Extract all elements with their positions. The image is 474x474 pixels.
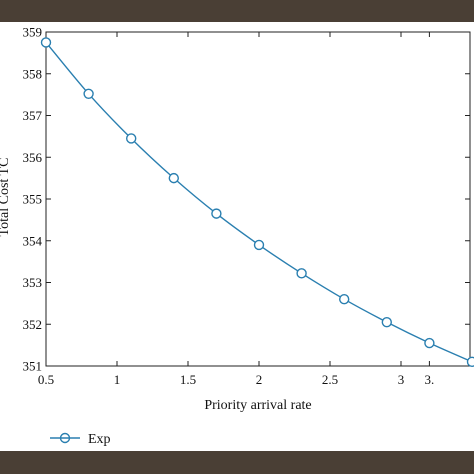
data-point [424,337,435,349]
legend: Exp [50,432,111,447]
y-axis-ticks: 351 352 353 354 355 356 357 358 359 [23,25,470,374]
plot-area-frame [45,31,471,367]
y-tick-label: 357 [23,108,43,123]
data-point [339,294,350,305]
y-tick-label: 352 [23,317,43,332]
y-tick-label: 358 [23,66,43,81]
chart-panel [0,22,474,451]
y-tick-label: 353 [23,275,43,290]
data-point [253,239,265,251]
y-tick-label: 359 [23,25,43,40]
data-point [381,316,392,328]
x-tick-label: 0.5 [38,372,54,387]
data-point [211,208,222,219]
x-tick-label: 2 [256,372,263,387]
data-point [168,172,180,184]
y-axis-label: Total Cost TC [0,158,12,237]
y-tick-label: 356 [23,150,43,165]
legend-label-exp: Exp [88,432,111,447]
data-point [125,133,137,144]
x-tick-label: 1.5 [180,372,196,387]
x-axis-ticks: 0.5 1 1.5 2 2.5 3 3. [38,32,434,387]
x-tick-label: 3 [398,372,405,387]
bottom-frame-band [0,451,474,474]
x-axis-label: Priority arrival rate [204,398,311,413]
plot-box [45,31,471,367]
legend-marker-exp [59,432,71,444]
x-tick-label: 1 [114,372,121,387]
y-tick-label: 351 [23,359,43,374]
top-frame-band [0,0,474,22]
data-point [40,37,52,48]
series-exp [40,37,474,368]
y-tick-label: 355 [23,192,43,207]
data-point [83,88,94,99]
x-tick-label: 2.5 [322,372,338,387]
data-point [296,268,307,279]
y-tick-label: 354 [23,233,43,248]
x-tick-label: 3. [425,372,435,387]
series-line [45,41,473,363]
series-layer [40,37,474,368]
data-point [466,356,474,368]
